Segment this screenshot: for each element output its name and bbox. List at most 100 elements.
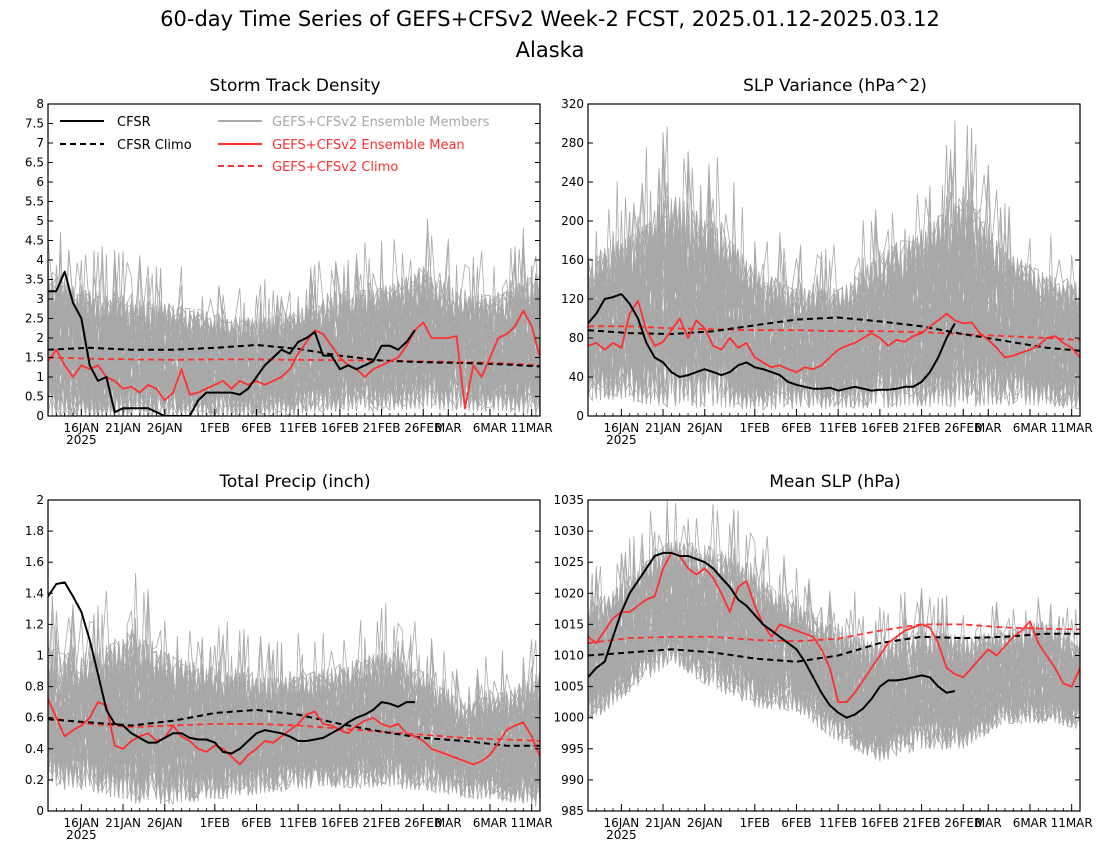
x-tick-label: 26JAN — [687, 816, 723, 830]
y-tick-label: 1.8 — [25, 524, 44, 538]
y-tick-label: 7 — [36, 136, 44, 150]
plot-area — [588, 120, 1080, 412]
figure-subtitle-region: Alaska — [516, 38, 585, 62]
ensemble-member-line — [48, 252, 540, 416]
x-tick-label: 26JAN — [147, 816, 183, 830]
x-tick-label: MAR — [435, 816, 462, 830]
series-gefs-cfsv2-climo — [48, 716, 540, 742]
y-tick-label: 0.6 — [25, 711, 44, 725]
y-tick-label: 0 — [36, 804, 44, 818]
panel-storm-track-density: Storm Track Density 0 0.5 1 1.5 2 2.5 3 3.5 4 4.5… — [25, 76, 553, 447]
ensemble-member-line — [48, 639, 540, 803]
ensemble-member-line — [48, 248, 540, 416]
legend-label-cfsr: CFSR — [117, 115, 151, 130]
series-cfsr — [48, 270, 416, 416]
panel-mean-slp: Mean SLP (hPa) 985 990 995 1000 1005 1010 1015… — [553, 472, 1092, 842]
x-tick-label: 16JAN — [63, 816, 99, 830]
y-tick-label: 8 — [36, 97, 44, 111]
ensemble-members — [48, 218, 540, 416]
series-cfsr — [588, 551, 956, 719]
x-tick-label: 1FEB — [740, 816, 770, 830]
y-tick-label: 0.5 — [25, 390, 44, 404]
series-cfsr — [588, 293, 956, 392]
x-tick-label: MAR — [975, 421, 1002, 435]
series-gefs-cfsv2-climo — [48, 356, 540, 367]
y-tick-label: 1.5 — [25, 351, 44, 365]
y-tick-label: 40 — [569, 370, 584, 384]
x-tick-label: 11FEB — [279, 421, 317, 435]
panel-slp-variance: SLP Variance (hPa^2) 0 40 80 120 160 200 240 28… — [561, 76, 1093, 447]
ensemble-members — [48, 572, 540, 807]
x-tick-label: 26FEB — [944, 816, 982, 830]
x-tick-label: 21JAN — [645, 421, 681, 435]
x-tick-label: 16FEB — [321, 421, 359, 435]
ensemble-member-line — [48, 275, 540, 415]
panel-title: Mean SLP (hPa) — [769, 472, 901, 492]
x-tick-label: 6MAR — [473, 421, 508, 435]
x-tick-label: 21FEB — [363, 421, 401, 435]
x-tick-label: 16JAN — [603, 421, 639, 435]
panel-total-precip: Total Precip (inch) 0 0.2 0.4 0.6 0.8 1 1.2 1.4… — [25, 472, 553, 842]
y-tick-label: 6.5 — [25, 156, 44, 170]
series-cfsr — [48, 581, 415, 755]
ensemble-member-line — [48, 631, 540, 803]
x-tick-label: 26FEB — [404, 421, 442, 435]
x-tick-label: 11MAR — [1051, 421, 1093, 435]
ensemble-member-line — [588, 500, 1080, 749]
y-tick-label: 0 — [576, 409, 584, 423]
y-tick-label: 320 — [561, 97, 584, 111]
x-tick-label: 6FEB — [781, 421, 811, 435]
x-year-label: 2025 — [606, 828, 637, 842]
ensemble-member-line — [588, 542, 1080, 757]
y-tick-label: 1 — [36, 370, 44, 384]
x-tick-label: 26JAN — [687, 421, 723, 435]
x-tick-label: 21JAN — [645, 816, 681, 830]
x-tick-label: 11MAR — [511, 816, 553, 830]
x-tick-label: 16JAN — [63, 421, 99, 435]
x-tick-label: 16FEB — [321, 816, 359, 830]
ensemble-member-line — [588, 208, 1080, 408]
y-tick-label: 2 — [36, 493, 44, 507]
legend-label-cfsr-climo: CFSR Climo — [117, 138, 192, 153]
y-tick-label: 3 — [36, 292, 44, 306]
panel-title: SLP Variance (hPa^2) — [743, 76, 927, 96]
y-tick-label: 1010 — [553, 649, 584, 663]
x-tick-label: 21JAN — [105, 816, 141, 830]
series-cfsr-climo — [588, 632, 1080, 663]
x-tick-label: MAR — [435, 421, 462, 435]
y-tick-label: 1025 — [553, 555, 584, 569]
x-tick-label: 26FEB — [944, 421, 982, 435]
x-year-label: 2025 — [606, 433, 637, 447]
series-gefs-cfsv2-ensemble-mean — [48, 698, 540, 766]
x-tick-label: 6FEB — [241, 421, 271, 435]
panel-title: Total Precip (inch) — [218, 472, 370, 492]
x-tick-label: 16JAN — [603, 816, 639, 830]
y-tick-label: 0 — [36, 409, 44, 423]
x-tick-label: 11FEB — [819, 816, 857, 830]
y-tick-label: 6 — [36, 175, 44, 189]
x-tick-label: 1FEB — [740, 421, 770, 435]
x-tick-label: 16FEB — [861, 816, 899, 830]
plot-area — [48, 572, 540, 807]
y-tick-label: 240 — [561, 175, 584, 189]
y-tick-label: 1000 — [553, 711, 584, 725]
x-tick-label: 11FEB — [819, 421, 857, 435]
x-tick-label: 21FEB — [903, 421, 941, 435]
plot-area — [588, 500, 1080, 762]
series-gefs-cfsv2-ensemble-mean — [588, 299, 1080, 374]
x-tick-label: 6MAR — [1013, 816, 1048, 830]
figure-title: 60-day Time Series of GEFS+CFSv2 Week-2 … — [160, 7, 940, 31]
x-tick-label: 11FEB — [279, 816, 317, 830]
y-tick-label: 80 — [569, 331, 584, 345]
y-tick-label: 4.5 — [25, 234, 44, 248]
y-tick-label: 4 — [36, 253, 44, 267]
x-tick-label: 21JAN — [105, 421, 141, 435]
series-gefs-cfsv2-climo — [588, 623, 1080, 644]
y-tick-label: 1030 — [553, 524, 584, 538]
y-tick-label: 1015 — [553, 617, 584, 631]
y-tick-label: 1.6 — [25, 555, 44, 569]
x-tick-label: 6FEB — [781, 816, 811, 830]
x-year-label: 2025 — [66, 828, 97, 842]
y-tick-label: 160 — [561, 253, 584, 267]
